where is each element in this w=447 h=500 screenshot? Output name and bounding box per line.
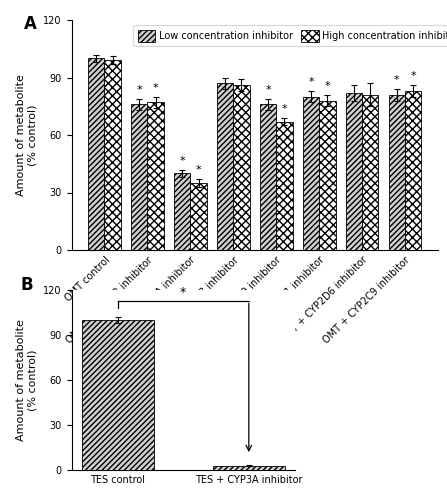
- Text: *: *: [282, 104, 287, 114]
- Bar: [105, 60, 121, 250]
- Text: *: *: [196, 165, 201, 175]
- Y-axis label: Amount of metabolite
(% control): Amount of metabolite (% control): [16, 74, 38, 196]
- Bar: [260, 104, 276, 250]
- Bar: [303, 96, 319, 250]
- Text: *: *: [136, 84, 142, 95]
- Text: *: *: [308, 77, 314, 87]
- Y-axis label: Amount of metabolite
(% control): Amount of metabolite (% control): [16, 319, 38, 441]
- Text: *: *: [179, 156, 185, 166]
- Bar: [131, 104, 148, 250]
- Text: *: *: [180, 286, 186, 299]
- Bar: [362, 95, 379, 250]
- Text: *: *: [325, 81, 330, 91]
- Text: *: *: [394, 75, 400, 85]
- Bar: [217, 83, 233, 250]
- Bar: [405, 91, 422, 250]
- Text: B: B: [20, 276, 33, 293]
- Text: *: *: [410, 72, 416, 82]
- Bar: [190, 183, 207, 250]
- Bar: [148, 102, 164, 250]
- Text: *: *: [153, 83, 158, 93]
- Bar: [276, 122, 293, 250]
- Bar: [346, 93, 362, 250]
- Text: *: *: [265, 84, 271, 95]
- Bar: [174, 174, 190, 250]
- Legend: Low concentration inhibitor, High concentration inhibitor: Low concentration inhibitor, High concen…: [133, 25, 447, 46]
- Bar: [233, 85, 249, 250]
- Text: A: A: [24, 16, 37, 34]
- Bar: [213, 466, 285, 470]
- Bar: [88, 58, 105, 250]
- Bar: [82, 320, 154, 470]
- Bar: [389, 95, 405, 250]
- Bar: [319, 100, 336, 250]
